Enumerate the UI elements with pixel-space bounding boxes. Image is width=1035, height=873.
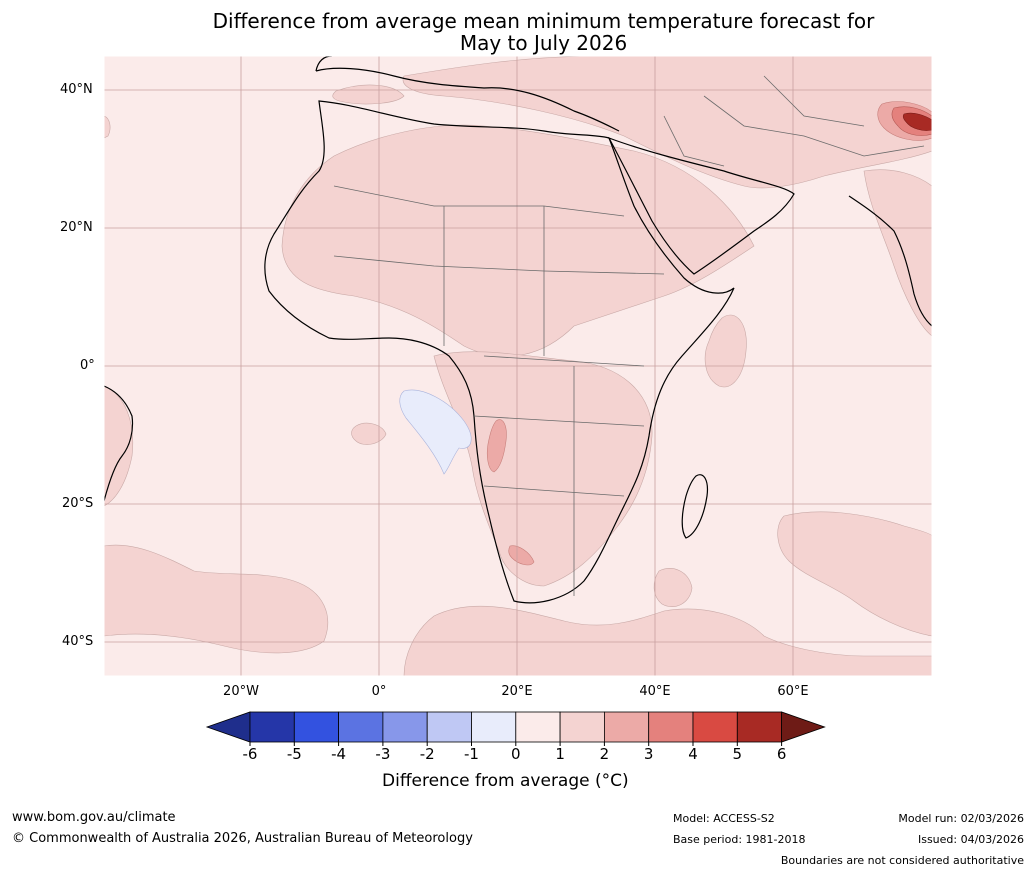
colorbar-tick-label: 5 [733,745,743,763]
colorbar-segment [293,711,340,743]
footer-base-period: Base period: 1981-2018 [673,833,806,846]
colorbar-tick-label: 0 [511,745,521,763]
lon-label-20w: 20°W [223,684,259,699]
lat-label-eq: 0° [80,358,95,373]
colorbar-tick-label: -3 [375,745,390,763]
footer-issued: Issued: 04/03/2026 [917,833,1024,846]
anomaly-5-6-patch [902,112,932,131]
colorbar-segment [249,711,295,743]
colorbar-segment [382,711,428,743]
colorbar-segment [603,711,650,743]
colorbar-segment [426,711,472,743]
footer-model-run: Model run: 02/03/2026 [898,812,1024,825]
colorbar-extension-low [205,711,251,743]
anomaly-negative-patch [399,389,472,475]
colorbar-segment [736,711,782,743]
colorbar-tick-label: 6 [777,745,787,763]
colorbar-extension-high [781,711,826,743]
colorbar-tick-label: -1 [464,745,479,763]
colorbar-tick-label: -5 [287,745,302,763]
colorbar: -6 -5 -4 -3 -2 -1 0 1 2 3 4 5 6 [205,711,826,763]
lon-label-0: 0° [371,684,387,699]
colorbar-title: Difference from average (°C) [382,771,629,791]
colorbar-segment [338,711,384,743]
lat-label-40n: 40°N [60,82,93,97]
colorbar-segment [471,711,517,743]
colorbar-tick-label: 3 [644,745,654,763]
colorbar-segment [559,711,605,743]
lon-label-60e: 60°E [777,684,809,699]
country-boundaries [333,75,925,596]
lat-label-40s: 40°S [62,634,94,649]
colorbar-segment [648,711,694,743]
footer-copyright: © Commonwealth of Australia 2026, Austra… [12,831,473,846]
anomaly-1-2-regions [104,56,932,676]
colorbar-tick-label: -4 [331,745,346,763]
forecast-map [104,56,932,676]
lat-label-20n: 20°N [60,220,93,235]
map-title: Difference from average mean minimum tem… [0,10,1035,54]
coastlines [104,56,932,604]
lat-label-20s: 20°S [62,496,94,511]
colorbar-tick-label: 1 [555,745,565,763]
colorbar-segment [515,711,561,743]
lon-label-20e: 20°E [501,684,533,699]
footer-url[interactable]: www.bom.gov.au/climate [12,810,176,825]
colorbar-tick-label: 2 [600,745,610,763]
lon-label-40e: 40°E [639,684,671,699]
map-title-line1: Difference from average mean minimum tem… [212,9,875,33]
colorbar-tick-label: 4 [688,745,698,763]
footer-model: Model: ACCESS-S2 [673,812,775,825]
graticule [104,56,932,676]
colorbar-tick-label: -2 [420,745,435,763]
colorbar-segment [692,711,738,743]
map-title-line2: May to July 2026 [459,31,628,55]
colorbar-tick-label: -6 [243,745,258,763]
footer-disclaimer: Boundaries are not considered authoritat… [780,854,1024,867]
